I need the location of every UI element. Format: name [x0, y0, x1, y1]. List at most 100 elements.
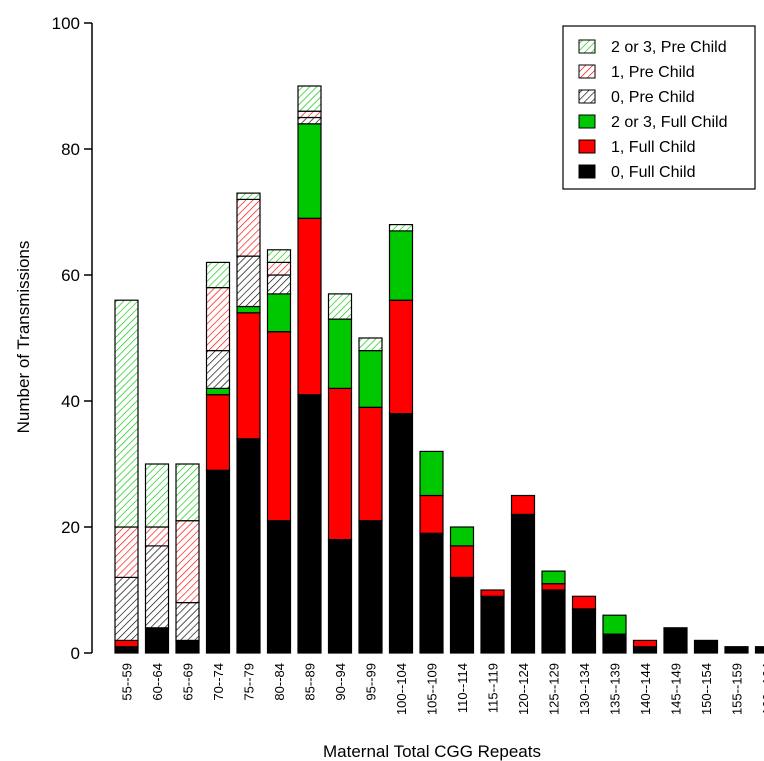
- legend-label: 1, Full Child: [611, 139, 695, 156]
- bar-segment: [236, 305, 261, 314]
- x-tick-label: 110--114: [455, 663, 470, 713]
- bar-segment: [510, 494, 536, 515]
- bar-segment: [480, 595, 505, 654]
- bar-segment: [175, 639, 200, 654]
- bar-segment: [632, 646, 658, 654]
- bar-segment: [510, 513, 536, 654]
- x-tick-label: 150--154: [699, 663, 714, 715]
- y-tick-label: 100: [52, 14, 80, 33]
- x-tick-label: 90--94: [333, 663, 348, 701]
- bar-segment: [236, 312, 261, 440]
- bar-segment: [266, 274, 292, 295]
- legend-swatch: [578, 114, 596, 129]
- x-tick-label: 145--149: [669, 663, 684, 715]
- bar-segment: [144, 545, 170, 629]
- bar-segment: [602, 633, 627, 654]
- x-tick-label: 95--99: [364, 663, 379, 701]
- legend-swatch: [578, 64, 596, 79]
- bar-segment: [297, 85, 322, 112]
- bar-segment: [754, 646, 764, 654]
- y-axis-title: Number of Transmissions: [14, 241, 33, 434]
- bar-segment: [236, 255, 261, 308]
- y-tick-label: 20: [61, 518, 80, 537]
- x-tick-label: 80--84: [272, 663, 287, 701]
- bar-segment: [266, 520, 292, 654]
- bar-segment: [205, 394, 231, 471]
- bar-segment: [297, 217, 322, 396]
- bar-segment: [388, 413, 414, 654]
- bar-segment: [297, 123, 322, 219]
- bar-segment: [541, 589, 566, 654]
- bar-segment: [327, 538, 353, 654]
- bar-segment: [297, 110, 322, 119]
- bar-segment: [114, 576, 139, 642]
- bar-segment: [144, 463, 170, 528]
- bar-segment: [419, 532, 444, 654]
- x-tick-label: 140--144: [638, 663, 653, 715]
- legend-label: 2 or 3, Full Child: [611, 114, 728, 131]
- x-tick-label: 155--159: [730, 663, 745, 715]
- bar-segment: [480, 589, 505, 597]
- x-tick-label: 160--164: [760, 663, 764, 715]
- legend-label: 0, Full Child: [611, 164, 695, 181]
- bar-segment: [297, 394, 322, 654]
- bar-segment: [266, 249, 292, 264]
- x-tick-label: 130--134: [577, 663, 592, 715]
- x-axis-labels: 55--59 60--64 65--69 70--74 75--79 80--84 85--…: [120, 663, 764, 715]
- bar-segment: [114, 526, 139, 579]
- bar-segment: [449, 545, 475, 579]
- bar-segment: [297, 116, 322, 125]
- legend-label: 2 or 3, Pre Child: [611, 39, 727, 56]
- bar-segment: [358, 406, 383, 522]
- bar-segment: [205, 387, 231, 396]
- bar-segment: [175, 520, 200, 604]
- bar-segment: [449, 576, 475, 654]
- legend-label: 1, Pre Child: [611, 64, 695, 81]
- bar-segment: [571, 608, 597, 654]
- x-tick-label: 60--64: [150, 663, 165, 701]
- x-tick-label: 135--139: [608, 663, 623, 715]
- bar-segment: [327, 293, 353, 320]
- x-tick-label: 75--79: [242, 663, 257, 701]
- bar-segment: [236, 198, 261, 257]
- y-tick-label: 40: [61, 392, 80, 411]
- bar-segment: [602, 614, 627, 635]
- bar-segment: [632, 639, 658, 648]
- bar-segment: [114, 639, 139, 648]
- bar-segment: [358, 337, 383, 352]
- bar-segment: [266, 331, 292, 522]
- bar-segment: [114, 646, 139, 654]
- bar-segment: [358, 350, 383, 408]
- bar-segment: [205, 469, 231, 654]
- y-tick-label: 80: [61, 140, 80, 159]
- bar-segment: [419, 494, 444, 534]
- bar-segment: [388, 230, 414, 301]
- bars-group: [114, 85, 764, 654]
- x-tick-label: 115--119: [486, 663, 501, 713]
- bar-segment: [449, 526, 475, 547]
- bar-segment: [236, 192, 261, 201]
- legend-swatch: [578, 39, 596, 54]
- y-tick-label: 60: [61, 266, 80, 285]
- y-tick-label: 0: [71, 644, 80, 663]
- bar-segment: [327, 387, 353, 541]
- x-tick-label: 70--74: [211, 663, 226, 701]
- bar-segment: [175, 601, 200, 641]
- bar-segment: [144, 627, 170, 654]
- bar-segment: [358, 520, 383, 654]
- x-tick-label: 85--89: [303, 663, 318, 701]
- bar-segment: [175, 463, 200, 522]
- x-axis-title: Maternal Total CGG Repeats: [323, 742, 541, 761]
- legend-label: 0, Pre Child: [611, 89, 695, 106]
- bar-segment: [663, 627, 688, 654]
- bar-segment: [266, 293, 292, 333]
- bar-segment: [266, 261, 292, 276]
- bar-segment: [419, 450, 444, 497]
- legend-swatch: [578, 139, 596, 154]
- bar-segment: [114, 299, 139, 528]
- bar-segment: [693, 639, 719, 654]
- bar-segment: [144, 526, 170, 547]
- x-tick-label: 125--129: [547, 663, 562, 715]
- legend-swatch: [578, 164, 596, 179]
